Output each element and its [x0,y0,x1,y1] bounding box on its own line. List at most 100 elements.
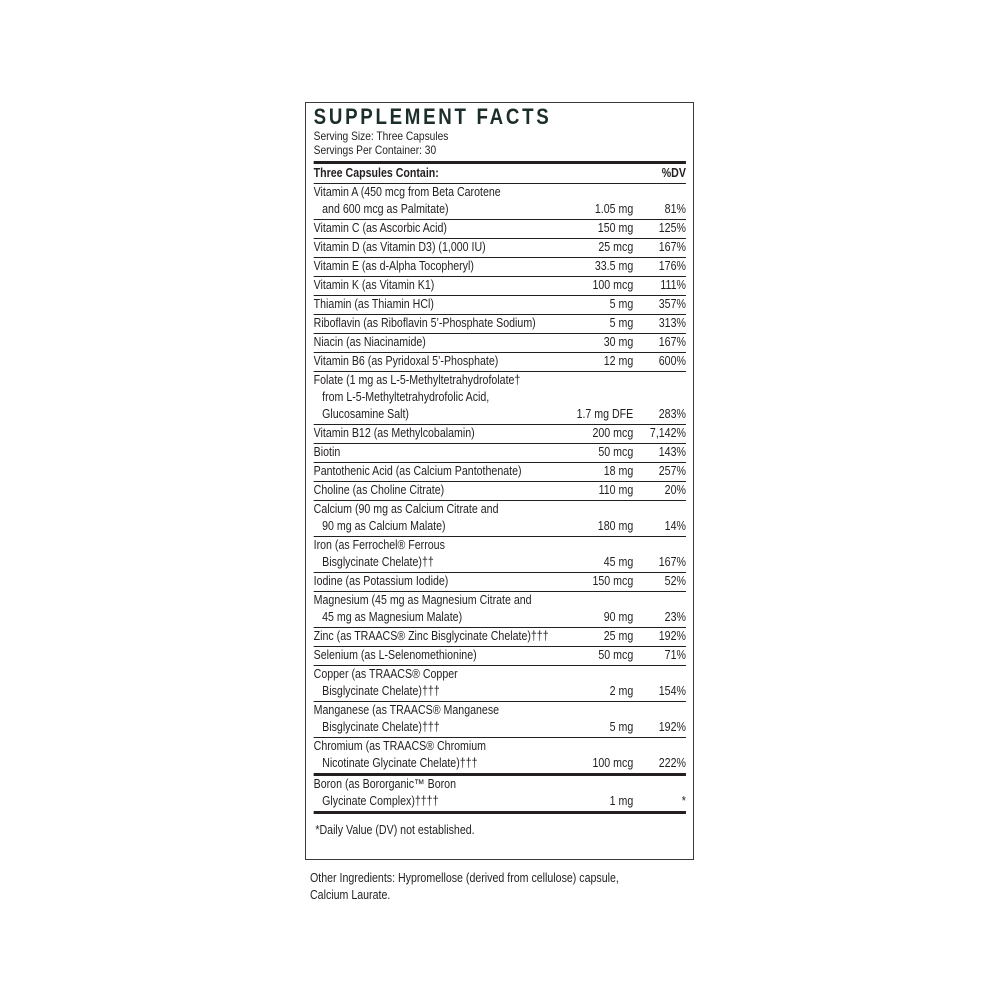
nutrient-name-line: Manganese (as TRAACS® Manganese [313,703,500,717]
serving-size: Serving Size: Three Capsules [313,129,449,143]
other-ingredients-line: Calcium Laurate. [310,888,391,902]
nutrient-name-line: Chromium (as TRAACS® Chromium [313,739,487,753]
nutrient-amount: 100 mcg [592,756,634,770]
nutrient-name-line: Glycinate Complex)†††† [322,794,439,808]
table-row: Magnesium (45 mg as Magnesium Citrate an… [313,592,686,628]
nutrient-name-line: Vitamin E (as d-Alpha Tocopheryl) [313,259,474,273]
nutrient-dv: 176% [658,259,686,273]
nutrient-dv: 81% [664,202,686,216]
nutrient-amount: 5 mg [609,297,634,311]
nutrient-amount: 45 mg [603,555,634,569]
table-row: Vitamin D (as Vitamin D3) (1,000 IU) 25 m… [313,239,686,258]
table-row: Vitamin C (as Ascorbic Acid) 150 mg 125% [313,220,686,239]
table-row: Boron (as Bororganic™ Boron Glycinate Com… [313,776,686,814]
table-row: Vitamin K (as Vitamin K1) 100 mcg 111% [313,277,686,296]
nutrient-dv: 167% [658,240,686,254]
nutrient-name: Vitamin B6 (as Pyridoxal 5’-Phosphate) [314,353,557,370]
table-row: Choline (as Choline Citrate) 110 mg 20% [313,482,686,501]
nutrient-name-line: Copper (as TRAACS® Copper [313,667,458,681]
table-row: Copper (as TRAACS® Copper Bisglycinate Ch… [313,666,686,702]
nutrient-amount: 5 mg [609,316,634,330]
nutrient-name: Boron (as Bororganic™ Boron Glycinate Com… [314,776,557,810]
nutrient-dv: 167% [658,555,686,569]
nutrient-name-line: Calcium (90 mg as Calcium Citrate and [313,502,499,516]
nutrient-name: Iodine (as Potassium Iodide) [314,573,557,590]
table-row: Selenium (as L-Selenomethionine) 50 mcg 71… [313,647,686,666]
nutrient-amount: 200 mcg [592,426,634,440]
supplement-facts-panel: SUPPLEMENT FACTS Serving Size: Three Cap… [305,102,694,860]
nutrient-name: Manganese (as TRAACS® Manganese Bisglycin… [314,702,557,736]
nutrient-amount: 100 mcg [592,278,634,292]
nutrient-amount: 50 mcg [598,648,634,662]
nutrient-name-line: Folate (1 mg as L-5-Methyltetrahydrofola… [313,373,521,387]
nutrient-dv: 7,142% [649,426,686,440]
nutrient-amount: 25 mcg [598,240,634,254]
nutrient-name-line: Magnesium (45 mg as Magnesium Citrate an… [313,593,532,607]
nutrient-name: Pantothenic Acid (as Calcium Pantothenat… [314,463,557,480]
nutrient-dv: 20% [664,483,686,497]
other-ingredients: Other Ingredients: Hypromellose (derived… [310,870,701,904]
nutrient-name-line: Choline (as Choline Citrate) [313,483,445,497]
nutrient-name-line: 90 mg as Calcium Malate) [322,519,446,533]
nutrient-name: Zinc (as TRAACS® Zinc Bisglycinate Chela… [314,628,557,645]
nutrient-dv: 222% [658,756,686,770]
header-dv: %DV [661,166,686,180]
nutrient-name: Riboflavin (as Riboflavin 5’-Phosphate S… [314,315,557,332]
nutrient-name-line: Niacin (as Niacinamide) [313,335,426,349]
nutrient-name: Choline (as Choline Citrate) [314,482,557,499]
nutrient-name-line: Iron (as Ferrochel® Ferrous [313,538,445,552]
nutrient-name-line: Iodine (as Potassium Iodide) [313,574,449,588]
nutrient-name-line: Vitamin B6 (as Pyridoxal 5’-Phosphate) [313,354,499,368]
nutrient-amount: 150 mcg [592,574,634,588]
nutrient-dv: 125% [658,221,686,235]
nutrient-amount: 2 mg [609,684,634,698]
nutrient-name: Vitamin E (as d-Alpha Tocopheryl) [314,258,557,275]
table-row: Niacin (as Niacinamide) 30 mg 167% [313,334,686,353]
nutrient-name: Niacin (as Niacinamide) [314,334,557,351]
nutrient-name-line: Vitamin D (as Vitamin D3) (1,000 IU) [313,240,486,254]
nutrient-name-line: Biotin [313,445,341,459]
nutrient-amount: 25 mg [603,629,634,643]
nutrient-dv: 167% [658,335,686,349]
nutrient-amount: 1 mg [609,794,634,808]
nutrient-amount: 1.7 mg DFE [576,407,634,421]
table-row: Biotin 50 mcg 143% [313,444,686,463]
nutrient-amount: 110 mg [598,483,634,497]
nutrient-name: Folate (1 mg as L-5-Methyltetrahydrofola… [314,372,557,423]
nutrient-dv: 143% [658,445,686,459]
table-row: Pantothenic Acid (as Calcium Pantothenat… [313,463,686,482]
table-row: Chromium (as TRAACS® Chromium Nicotinate … [313,738,686,776]
nutrient-dv: 192% [658,720,686,734]
nutrient-dv: 283% [658,407,686,421]
nutrient-amount: 30 mg [603,335,634,349]
nutrient-name-line: Thiamin (as Thiamin HCl) [313,297,434,311]
nutrient-name-line: Vitamin A (450 mcg from Beta Carotene [313,185,501,199]
nutrient-name: Copper (as TRAACS® Copper Bisglycinate Ch… [314,666,557,700]
nutrient-table: Vitamin A (450 mcg from Beta Carotene and… [313,184,686,814]
nutrient-dv: * [681,794,686,808]
nutrient-name-line: Zinc (as TRAACS® Zinc Bisglycinate Chela… [313,629,549,643]
header-contents: Three Capsules Contain: [313,166,439,180]
nutrient-dv: 600% [658,354,686,368]
table-row: Vitamin B6 (as Pyridoxal 5’-Phosphate) 12… [313,353,686,372]
nutrient-name-line: from L-5-Methyltetrahydrofolic Acid, [322,390,490,404]
nutrient-name-line: Boron (as Bororganic™ Boron [313,777,456,791]
nutrient-dv: 257% [658,464,686,478]
table-row: Riboflavin (as Riboflavin 5’-Phosphate S… [313,315,686,334]
table-row: Calcium (90 mg as Calcium Citrate and 90 … [313,501,686,537]
table-row: Folate (1 mg as L-5-Methyltetrahydrofola… [313,372,686,425]
nutrient-amount: 50 mcg [598,445,634,459]
nutrient-name-line: Riboflavin (as Riboflavin 5’-Phosphate S… [313,316,536,330]
nutrient-dv: 71% [664,648,686,662]
footnote: *Daily Value (DV) not established. [315,823,475,837]
nutrient-name: Vitamin C (as Ascorbic Acid) [314,220,557,237]
table-header: Three Capsules Contain: %DV [313,161,686,184]
nutrient-name-line: Glucosamine Salt) [322,407,409,421]
nutrient-name-line: and 600 mcg as Palmitate) [322,202,449,216]
nutrient-dv: 23% [664,610,686,624]
nutrient-name: Magnesium (45 mg as Magnesium Citrate an… [314,592,557,626]
nutrient-name: Iron (as Ferrochel® Ferrous Bisglycinate … [314,537,557,571]
nutrient-name-line: Selenium (as L-Selenomethionine) [313,648,477,662]
table-row: Iron (as Ferrochel® Ferrous Bisglycinate … [313,537,686,573]
nutrient-name-line: Bisglycinate Chelate)††† [322,684,440,698]
